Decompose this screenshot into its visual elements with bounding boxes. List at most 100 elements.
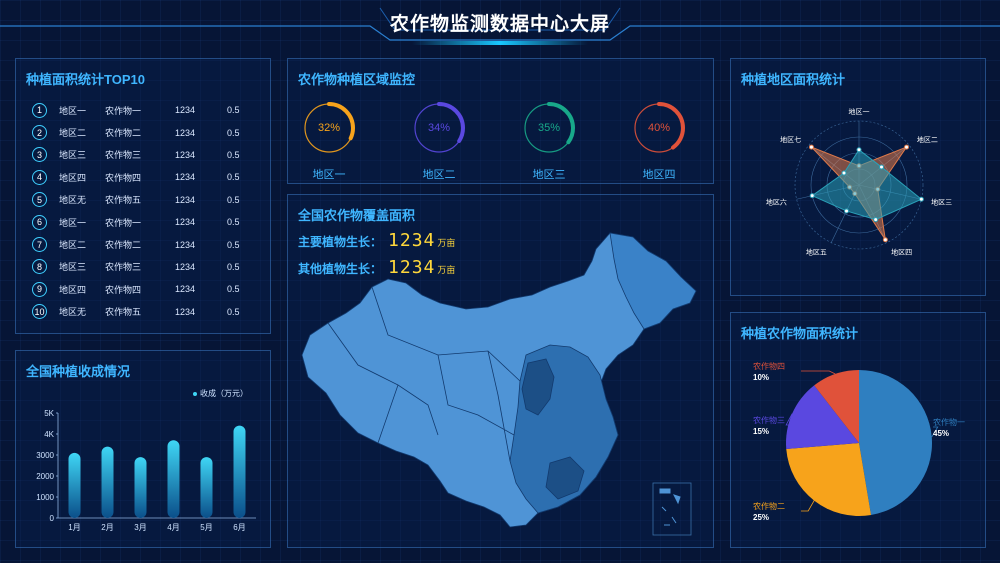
harvest-panel: 全国种植收成情况 收成（万元） 0 1000 2000 3000 4K 5K 1月 2月 3月 4…	[15, 350, 271, 548]
donut-arc	[523, 102, 575, 154]
top10-panel: 种植面积统计TOP10 1 地区一 农作物一 1234 0.5 2 地区二 农作物二 1234 0…	[15, 58, 271, 334]
rank-row[interactable]: 10 地区无 农作物五 1234 0.5	[32, 301, 272, 323]
main-growth-label: 主要植物生长：	[298, 235, 383, 249]
rank-crop: 农作物五	[105, 307, 142, 318]
china-map[interactable]	[288, 195, 715, 549]
rank-row[interactable]: 8 地区三 农作物三 1234 0.5	[32, 256, 272, 278]
other-growth-value: 1234	[388, 257, 436, 278]
pie-slice-label: 农作物二	[753, 501, 785, 511]
donut-percent: 40%	[647, 122, 671, 134]
pie-slice-pct: 15%	[753, 427, 769, 436]
rank-crop: 农作物一	[105, 105, 142, 116]
other-growth-unit: 万亩	[437, 265, 456, 275]
pie-leader-line	[785, 413, 801, 426]
harvest-bar[interactable]	[167, 440, 180, 518]
rank-area: 1234	[175, 194, 196, 205]
rank-ratio: 0.5	[227, 239, 240, 250]
x-tick-label: 3月	[134, 523, 146, 532]
rank-ratio: 0.5	[227, 105, 240, 116]
rank-row[interactable]: 9 地区四 农作物四 1234 0.5	[32, 278, 272, 300]
radar-point	[879, 164, 885, 170]
donut-ring	[523, 102, 575, 154]
rank-row[interactable]: 6 地区一 农作物一 1234 0.5	[32, 211, 272, 233]
region-donut[interactable]: 32% 地区一	[303, 94, 373, 184]
donut-label: 地区三	[532, 169, 566, 181]
rank-area: 1234	[175, 149, 196, 160]
rank-area: 1234	[175, 217, 196, 228]
x-tick-label: 1月	[68, 523, 80, 532]
y-tick-label: 1000	[36, 493, 54, 502]
radar-point	[856, 147, 862, 153]
y-tick-label: 4K	[44, 430, 54, 439]
radar-axis-label: 地区二	[917, 135, 938, 144]
donut-percent: 34%	[427, 122, 451, 134]
map-region-northeast[interactable]	[609, 232, 697, 330]
rank-crop: 农作物三	[105, 262, 142, 273]
coverage-panel: 全国农作物覆盖面积 主要植物生长： 1234 万亩 其他植物生长： 1234 万亩	[287, 194, 714, 548]
pie-slice-label: 农作物一	[933, 417, 965, 427]
pie-slice-pct: 10%	[753, 373, 769, 382]
pie-slice[interactable]	[814, 370, 859, 443]
radar-axis-label: 地区四	[891, 248, 912, 257]
harvest-bar-chart: 0 1000 2000 3000 4K 5K 1月 2月 3月 4月 5月 6月	[36, 409, 256, 532]
rank-region: 地区三	[59, 262, 87, 273]
pie-title: 种植农作物面积统计	[741, 326, 859, 341]
harvest-bar[interactable]	[233, 425, 246, 518]
region-donut[interactable]: 35% 地区三	[523, 94, 593, 184]
map-south-sea-islands	[659, 488, 681, 526]
harvest-bar[interactable]	[68, 452, 81, 518]
radar-axis-label: 地区三	[931, 197, 952, 206]
donut-ring	[633, 102, 685, 154]
coverage-title: 全国农作物覆盖面积	[298, 208, 416, 223]
donut-label: 地区四	[642, 169, 676, 181]
header-frame	[0, 7, 1000, 45]
rank-row[interactable]: 4 地区四 农作物四 1234 0.5	[32, 166, 272, 188]
rank-crop: 农作物一	[105, 217, 142, 228]
region-donut[interactable]: 40% 地区四	[633, 94, 703, 184]
rank-crop: 农作物三	[105, 150, 142, 161]
pie-slice[interactable]	[859, 370, 933, 516]
radar-point	[873, 217, 879, 223]
harvest-legend: 收成（万元）	[193, 388, 248, 399]
donut-label: 地区一	[312, 169, 346, 181]
rank-badge: 3	[32, 147, 47, 163]
pie-slice[interactable]	[786, 443, 872, 516]
radar-series-area[interactable]	[811, 149, 923, 221]
page-title: 农作物监测数据中心大屏	[389, 14, 610, 35]
radar-title: 种植地区面积统计	[741, 72, 846, 87]
radar-axis-label: 地区五	[806, 248, 827, 257]
map-region-south[interactable]	[545, 456, 585, 500]
pie-slice[interactable]	[786, 385, 859, 450]
pie-chart: 农作物一 45% 农作物二 25% 农作物三 15% 农作物四 10%	[753, 361, 965, 522]
rank-row[interactable]: 2 地区二 农作物二 1234 0.5	[32, 121, 272, 143]
rank-crop: 农作物四	[105, 284, 142, 295]
rank-area: 1234	[175, 239, 196, 250]
pie-slice-label: 农作物三	[753, 415, 785, 425]
rank-badge: 5	[32, 192, 47, 208]
pie-slice-pct: 25%	[753, 513, 769, 522]
rank-region: 地区二	[59, 240, 87, 251]
y-tick-label: 2000	[36, 472, 54, 481]
pie-slice-label: 农作物四	[753, 361, 785, 371]
radar-point	[841, 170, 847, 176]
map-region-west-lines	[327, 286, 521, 462]
rank-row[interactable]: 7 地区二 农作物二 1234 0.5	[32, 233, 272, 255]
rank-row[interactable]: 1 地区一 农作物一 1234 0.5	[32, 99, 272, 121]
x-tick-label: 2月	[101, 523, 113, 532]
rank-row[interactable]: 3 地区三 农作物三 1234 0.5	[32, 144, 272, 166]
pie-leader-line	[801, 370, 836, 375]
harvest-bar[interactable]	[134, 457, 147, 518]
rank-area: 1234	[175, 306, 196, 317]
harvest-bar[interactable]	[101, 446, 114, 518]
rank-region: 地区无	[59, 195, 87, 206]
radar-point	[882, 237, 888, 243]
pie-panel: 种植农作物面积统计 农作物一 45% 农作物二 25% 农作物三 15% 农作物四 10%	[730, 312, 986, 548]
rank-row[interactable]: 5 地区无 农作物五 1234 0.5	[32, 189, 272, 211]
rank-area: 1234	[175, 261, 196, 272]
region-donut[interactable]: 34% 地区二	[413, 94, 483, 184]
rank-ratio: 0.5	[227, 261, 240, 272]
map-region-central[interactable]	[521, 358, 555, 416]
harvest-bar[interactable]	[200, 457, 213, 518]
other-growth-label: 其他植物生长：	[298, 262, 383, 276]
